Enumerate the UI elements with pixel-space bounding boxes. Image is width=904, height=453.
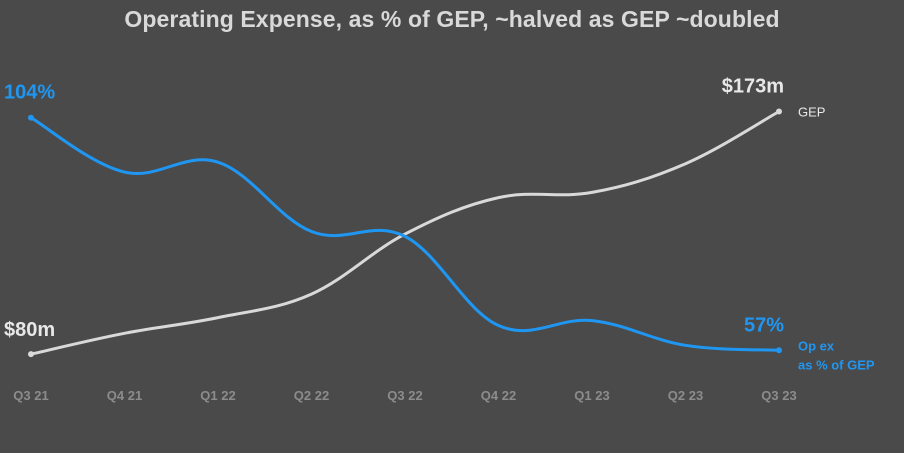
gep-point [776,108,782,115]
opex-point [776,347,782,354]
gep-series-label: GEP [798,104,825,119]
x-tick-label: Q1 23 [574,388,609,403]
opex-end-label: 57% [744,314,784,336]
x-tick-label: Q2 22 [294,388,329,403]
x-tick-label: Q3 22 [387,388,422,403]
chart-title: Operating Expense, as % of GEP, ~halved … [124,6,780,32]
opex-line [29,116,781,352]
opex-start-label: 104% [4,82,55,104]
x-tick-label: Q3 23 [761,388,796,403]
gep-point [28,351,34,358]
x-tick-label: Q3 21 [13,388,48,403]
opex-point [28,114,34,121]
opex-series-label: Op ex [798,338,835,353]
gep-line [29,110,781,356]
gep-end-label: $173m [722,75,784,97]
x-tick-label: Q4 22 [481,388,516,403]
gep-start-label: $80m [4,319,55,341]
x-tick-label: Q2 23 [668,388,703,403]
opex-series-label: as % of GEP [798,357,875,372]
x-tick-label: Q1 22 [200,388,235,403]
x-tick-label: Q4 21 [107,388,142,403]
